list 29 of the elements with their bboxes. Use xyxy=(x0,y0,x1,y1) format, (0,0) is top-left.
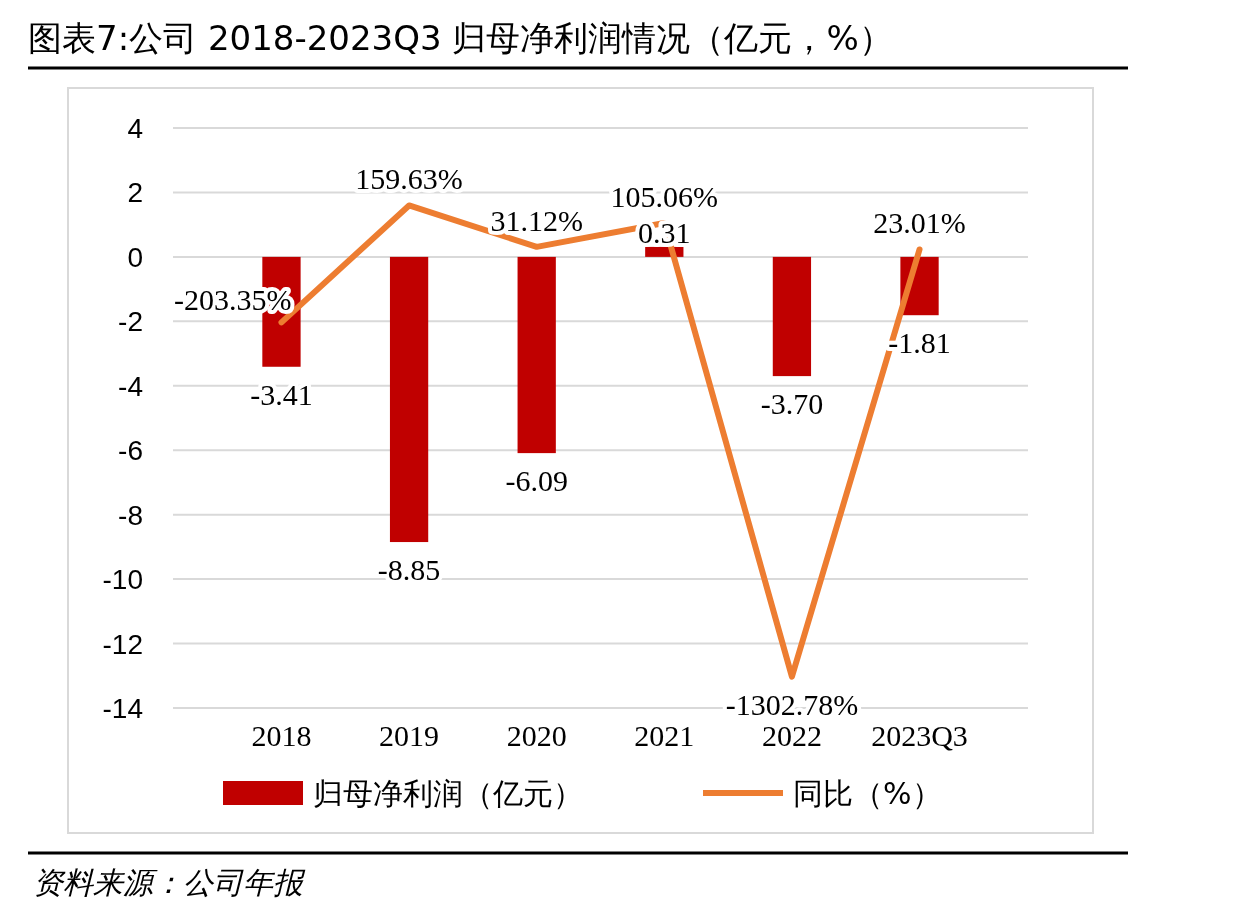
y-tick-label: -4 xyxy=(118,370,143,402)
x-tick-label: 2018 xyxy=(251,719,312,752)
x-tick-label: 2020 xyxy=(506,719,567,752)
data-label: 23.01% xyxy=(873,206,966,240)
legend-label: 归母净利润（亿元） xyxy=(313,776,583,811)
data-label: -3.41 xyxy=(250,377,313,411)
data-label: -3.70 xyxy=(760,387,824,421)
data-label: -6.09 xyxy=(505,464,568,498)
data-label: 159.63% xyxy=(355,162,463,196)
x-tick-label: 2022 xyxy=(761,719,822,752)
x-tick-label: 2019 xyxy=(379,719,440,752)
x-tick-label: 2023Q3 xyxy=(871,719,968,752)
data-label: -8.85 xyxy=(377,553,441,587)
data-label: 105.06% xyxy=(610,180,719,214)
y-tick-label: -10 xyxy=(102,564,143,596)
y-tick-label: -8 xyxy=(118,499,143,531)
legend-label: 同比（%） xyxy=(793,776,942,811)
y-tick-label: -12 xyxy=(102,628,143,660)
chart-title: 图表7:公司 2018-2023Q3 归母净利润情况（亿元，%） xyxy=(28,18,893,58)
data-label: -1302.78% xyxy=(725,687,859,721)
y-tick-label: -6 xyxy=(118,435,143,467)
text: 资料来源：公司年报 xyxy=(33,865,306,900)
y-tick-label: -14 xyxy=(102,693,143,724)
y-tick-label: -2 xyxy=(118,306,143,338)
y-tick-label: 2 xyxy=(127,177,143,209)
y-tick-label: 4 xyxy=(127,113,143,144)
x-tick-label: 2021 xyxy=(634,719,695,752)
data-label: 31.12% xyxy=(490,203,583,237)
y-tick-label: 0 xyxy=(127,241,143,273)
